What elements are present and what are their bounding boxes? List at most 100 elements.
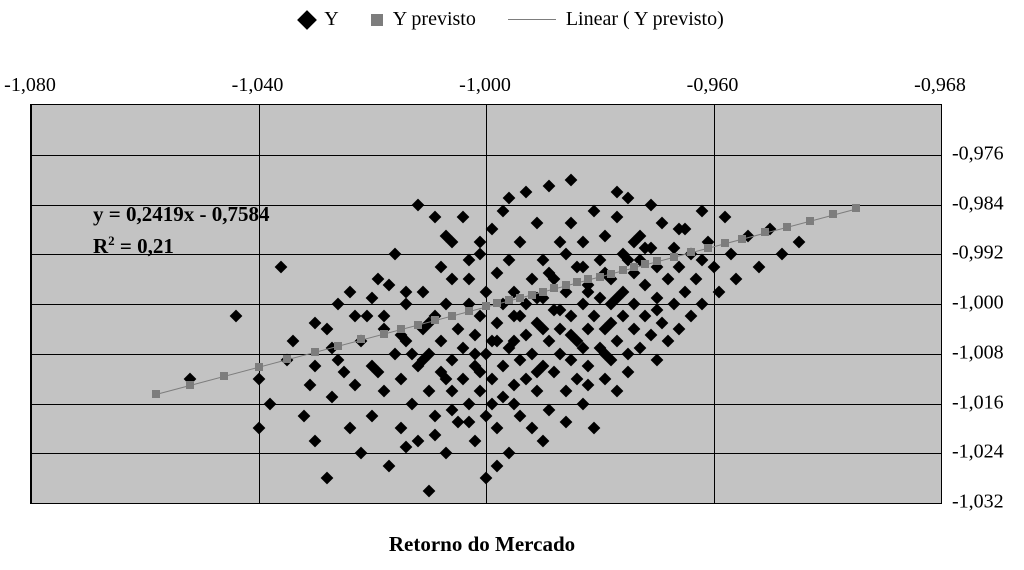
- scatter-point: [707, 260, 720, 273]
- legend: Y Y previsto Linear ( Y previsto): [0, 8, 1024, 31]
- predicted-point: [573, 278, 581, 286]
- scatter-point: [576, 235, 589, 248]
- predicted-point: [653, 257, 661, 265]
- predicted-point: [829, 210, 837, 218]
- predicted-point: [380, 330, 388, 338]
- scatter-point: [519, 186, 532, 199]
- predicted-point: [670, 253, 678, 261]
- scatter-point: [724, 248, 737, 261]
- scatter-point: [326, 391, 339, 404]
- scatter-point: [480, 472, 493, 485]
- predicted-point: [630, 263, 638, 271]
- scatter-point: [554, 347, 567, 360]
- predicted-point: [431, 316, 439, 324]
- scatter-point: [593, 254, 606, 267]
- scatter-point: [531, 217, 544, 230]
- scatter-point: [400, 285, 413, 298]
- scatter-point: [565, 354, 578, 367]
- scatter-point: [719, 211, 732, 224]
- scatter-point: [514, 235, 527, 248]
- scatter-point: [610, 335, 623, 348]
- scatter-point: [628, 298, 641, 311]
- scatter-point: [730, 273, 743, 286]
- scatter-point: [275, 260, 288, 273]
- scatter-point: [792, 235, 805, 248]
- scatter-point: [411, 434, 424, 447]
- x-axis-title: Retorno do Mercado: [0, 532, 964, 557]
- scatter-point: [298, 410, 311, 423]
- scatter-point: [400, 298, 413, 311]
- square-icon: [371, 14, 383, 26]
- scatter-point: [576, 298, 589, 311]
- plot-area: y = 0,2419x - 0,7584 R2 = 0,21: [30, 104, 942, 504]
- scatter-point: [645, 198, 658, 211]
- scatter-point: [679, 285, 692, 298]
- scatter-point: [320, 323, 333, 336]
- predicted-point: [220, 372, 228, 380]
- scatter-point: [599, 372, 612, 385]
- x-tick-label: -1,080: [4, 74, 56, 97]
- y-tick-label: -1,032: [952, 491, 1004, 514]
- scatter-point: [485, 372, 498, 385]
- x-tick-label: -1,000: [459, 74, 511, 97]
- predicted-point: [721, 239, 729, 247]
- scatter-point: [434, 335, 447, 348]
- scatter-point: [446, 273, 459, 286]
- scatter-point: [491, 459, 504, 472]
- scatter-point: [303, 378, 316, 391]
- scatter-point: [582, 360, 595, 373]
- scatter-point: [514, 354, 527, 367]
- scatter-point: [463, 254, 476, 267]
- scatter-point: [559, 248, 572, 261]
- scatter-point: [537, 254, 550, 267]
- scatter-point: [383, 459, 396, 472]
- scatter-point: [514, 410, 527, 423]
- predicted-point: [641, 260, 649, 268]
- scatter-point: [554, 235, 567, 248]
- scatter-point: [502, 192, 515, 205]
- scatter-point: [519, 329, 532, 342]
- scatter-point: [446, 403, 459, 416]
- scatter-point: [559, 416, 572, 429]
- scatter-point: [474, 235, 487, 248]
- scatter-point: [628, 323, 641, 336]
- predicted-point: [505, 296, 513, 304]
- legend-item-linear: Linear ( Y previsto): [508, 8, 724, 31]
- scatter-point: [565, 173, 578, 186]
- scatter-point: [650, 304, 663, 317]
- legend-item-y: Y: [300, 8, 338, 31]
- scatter-point: [491, 267, 504, 280]
- scatter-point: [633, 341, 646, 354]
- y-tick-label: -1,016: [952, 391, 1004, 414]
- predicted-point: [397, 325, 405, 333]
- scatter-point: [474, 248, 487, 261]
- scatter-point: [684, 310, 697, 323]
- scatter-point: [349, 378, 362, 391]
- line-icon: [508, 19, 556, 20]
- scatter-point: [468, 347, 481, 360]
- x-tick-label: -0,960: [687, 74, 739, 97]
- scatter-point: [588, 422, 601, 435]
- scatter-point: [497, 391, 510, 404]
- legend-label: Y: [324, 8, 338, 31]
- scatter-point: [474, 310, 487, 323]
- scatter-point: [508, 378, 521, 391]
- scatter-point: [565, 310, 578, 323]
- predicted-point: [738, 235, 746, 243]
- predicted-point: [465, 307, 473, 315]
- x-tick-label: -1,040: [232, 74, 284, 97]
- scatter-point: [457, 211, 470, 224]
- scatter-point: [480, 285, 493, 298]
- scatter-point: [309, 360, 322, 373]
- scatter-point: [645, 329, 658, 342]
- predicted-point: [255, 363, 263, 371]
- scatter-point: [519, 372, 532, 385]
- scatter-point: [656, 217, 669, 230]
- predicted-point: [152, 390, 160, 398]
- legend-label: Y previsto: [393, 8, 476, 31]
- scatter-point: [377, 310, 390, 323]
- predicted-point: [619, 266, 627, 274]
- scatter-point: [593, 291, 606, 304]
- scatter-point: [525, 273, 538, 286]
- scatter-point: [446, 354, 459, 367]
